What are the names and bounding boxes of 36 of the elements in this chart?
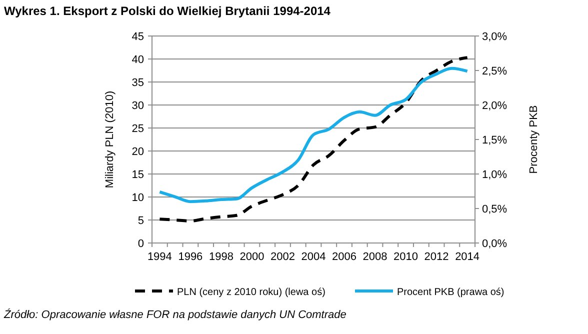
line-series [158, 56, 469, 222]
x-tick-label: 2010 [394, 251, 418, 263]
x-tick-label: 1998 [208, 251, 234, 263]
y-tick-label: 45 [132, 31, 144, 43]
y-tick-label: 5 [138, 215, 144, 227]
y2-tick-label: 3,0% [482, 31, 508, 43]
y-tick-label: 40 [132, 54, 144, 66]
x-tick-label: 1996 [178, 251, 203, 263]
y2-tick-label: 1,0% [482, 169, 508, 181]
legend-label: PLN (ceny z 2010 roku) (lewa oś) [177, 287, 326, 298]
y-axis-title: Miliardy PLN (2010) [104, 90, 116, 188]
x-tick-label: 2008 [362, 251, 388, 263]
y-tick-label: 25 [132, 123, 144, 135]
chart-title: Wykres 1. Eksport z Polski do Wielkiej Brytanii 1994-2014 [4, 4, 331, 18]
text: Źródło: Opracowanie własne FOR na podstawie danych UN Comtrade [3, 308, 346, 321]
y2-tick-label: 0,0% [482, 238, 508, 250]
y2-tick-label: 1,5% [482, 134, 508, 146]
line-series [158, 66, 469, 204]
y-tick-label: 35 [132, 77, 144, 89]
y-tick-label: 30 [132, 100, 144, 112]
y2-tick-label: 2,5% [482, 66, 508, 78]
y2-tick-label: 2,0% [482, 100, 508, 112]
x-tick-label: 2014 [455, 251, 480, 263]
x-tick-label: 2006 [332, 251, 357, 263]
y-tick-label: 20 [132, 146, 144, 158]
x-tick-label: 2002 [270, 251, 295, 263]
y-tick-label: 0 [138, 238, 144, 250]
y2-axis-title: Procenty PKB [528, 105, 540, 174]
y-tick-label: 15 [132, 169, 144, 181]
x-tick-label: 2004 [301, 251, 326, 263]
x-tick-label: 2012 [424, 251, 449, 263]
legend-label: Procent PKB (prawa oś) [397, 287, 504, 298]
x-tick-label: 2000 [240, 251, 264, 263]
y-tick-label: 10 [132, 192, 144, 204]
y2-tick-label: 0,5% [482, 204, 508, 216]
x-tick-label: 1994 [147, 251, 172, 263]
